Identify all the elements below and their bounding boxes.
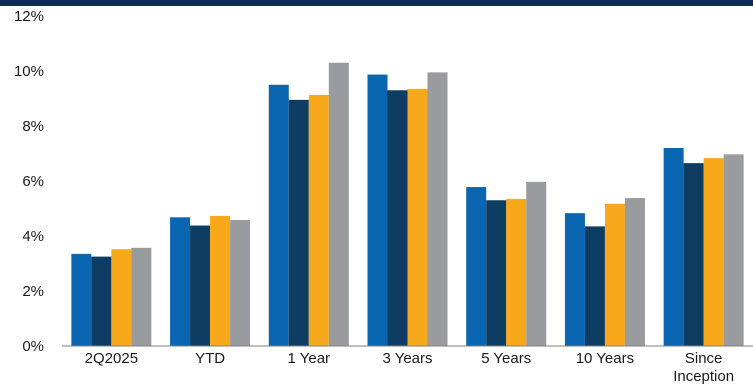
x-tick-label: 2Q2025	[85, 350, 138, 367]
bar	[584, 226, 605, 346]
bar	[506, 198, 527, 346]
bar	[367, 74, 388, 346]
x-tick-label: 3 Years	[382, 350, 432, 367]
x-tick-label: 1 Year	[288, 350, 331, 367]
y-tick-label: 12%	[14, 8, 44, 25]
x-tick-label: Since	[685, 350, 723, 367]
bar	[526, 181, 547, 346]
bar	[91, 256, 112, 346]
bar	[486, 200, 507, 346]
bar	[268, 84, 289, 346]
bar	[683, 163, 704, 346]
bar	[170, 217, 191, 346]
bar	[604, 203, 625, 346]
x-tick-label: 5 Years	[481, 350, 531, 367]
bar	[466, 187, 487, 346]
bar	[427, 72, 448, 346]
bar	[230, 220, 251, 346]
top-band	[0, 0, 753, 6]
bar	[111, 249, 132, 346]
x-tick-label: Inception	[673, 368, 734, 385]
bar	[288, 99, 309, 346]
bar	[190, 225, 211, 346]
bar	[703, 158, 724, 346]
y-tick-label: 4%	[22, 228, 44, 245]
bar	[210, 215, 231, 346]
bar	[564, 213, 585, 346]
y-tick-label: 10%	[14, 63, 44, 80]
bar	[308, 94, 329, 346]
bar	[624, 198, 645, 346]
y-tick-label: 6%	[22, 173, 44, 190]
x-tick-label: 10 Years	[576, 350, 634, 367]
bar	[131, 247, 152, 346]
bar	[71, 253, 92, 346]
x-tick-label: YTD	[195, 350, 225, 367]
bar	[387, 90, 408, 346]
bar	[407, 88, 428, 346]
y-tick-label: 0%	[22, 338, 44, 355]
bar	[723, 154, 744, 346]
y-tick-label: 2%	[22, 283, 44, 300]
bar	[328, 62, 349, 346]
y-tick-label: 8%	[22, 118, 44, 135]
bar	[663, 148, 684, 346]
